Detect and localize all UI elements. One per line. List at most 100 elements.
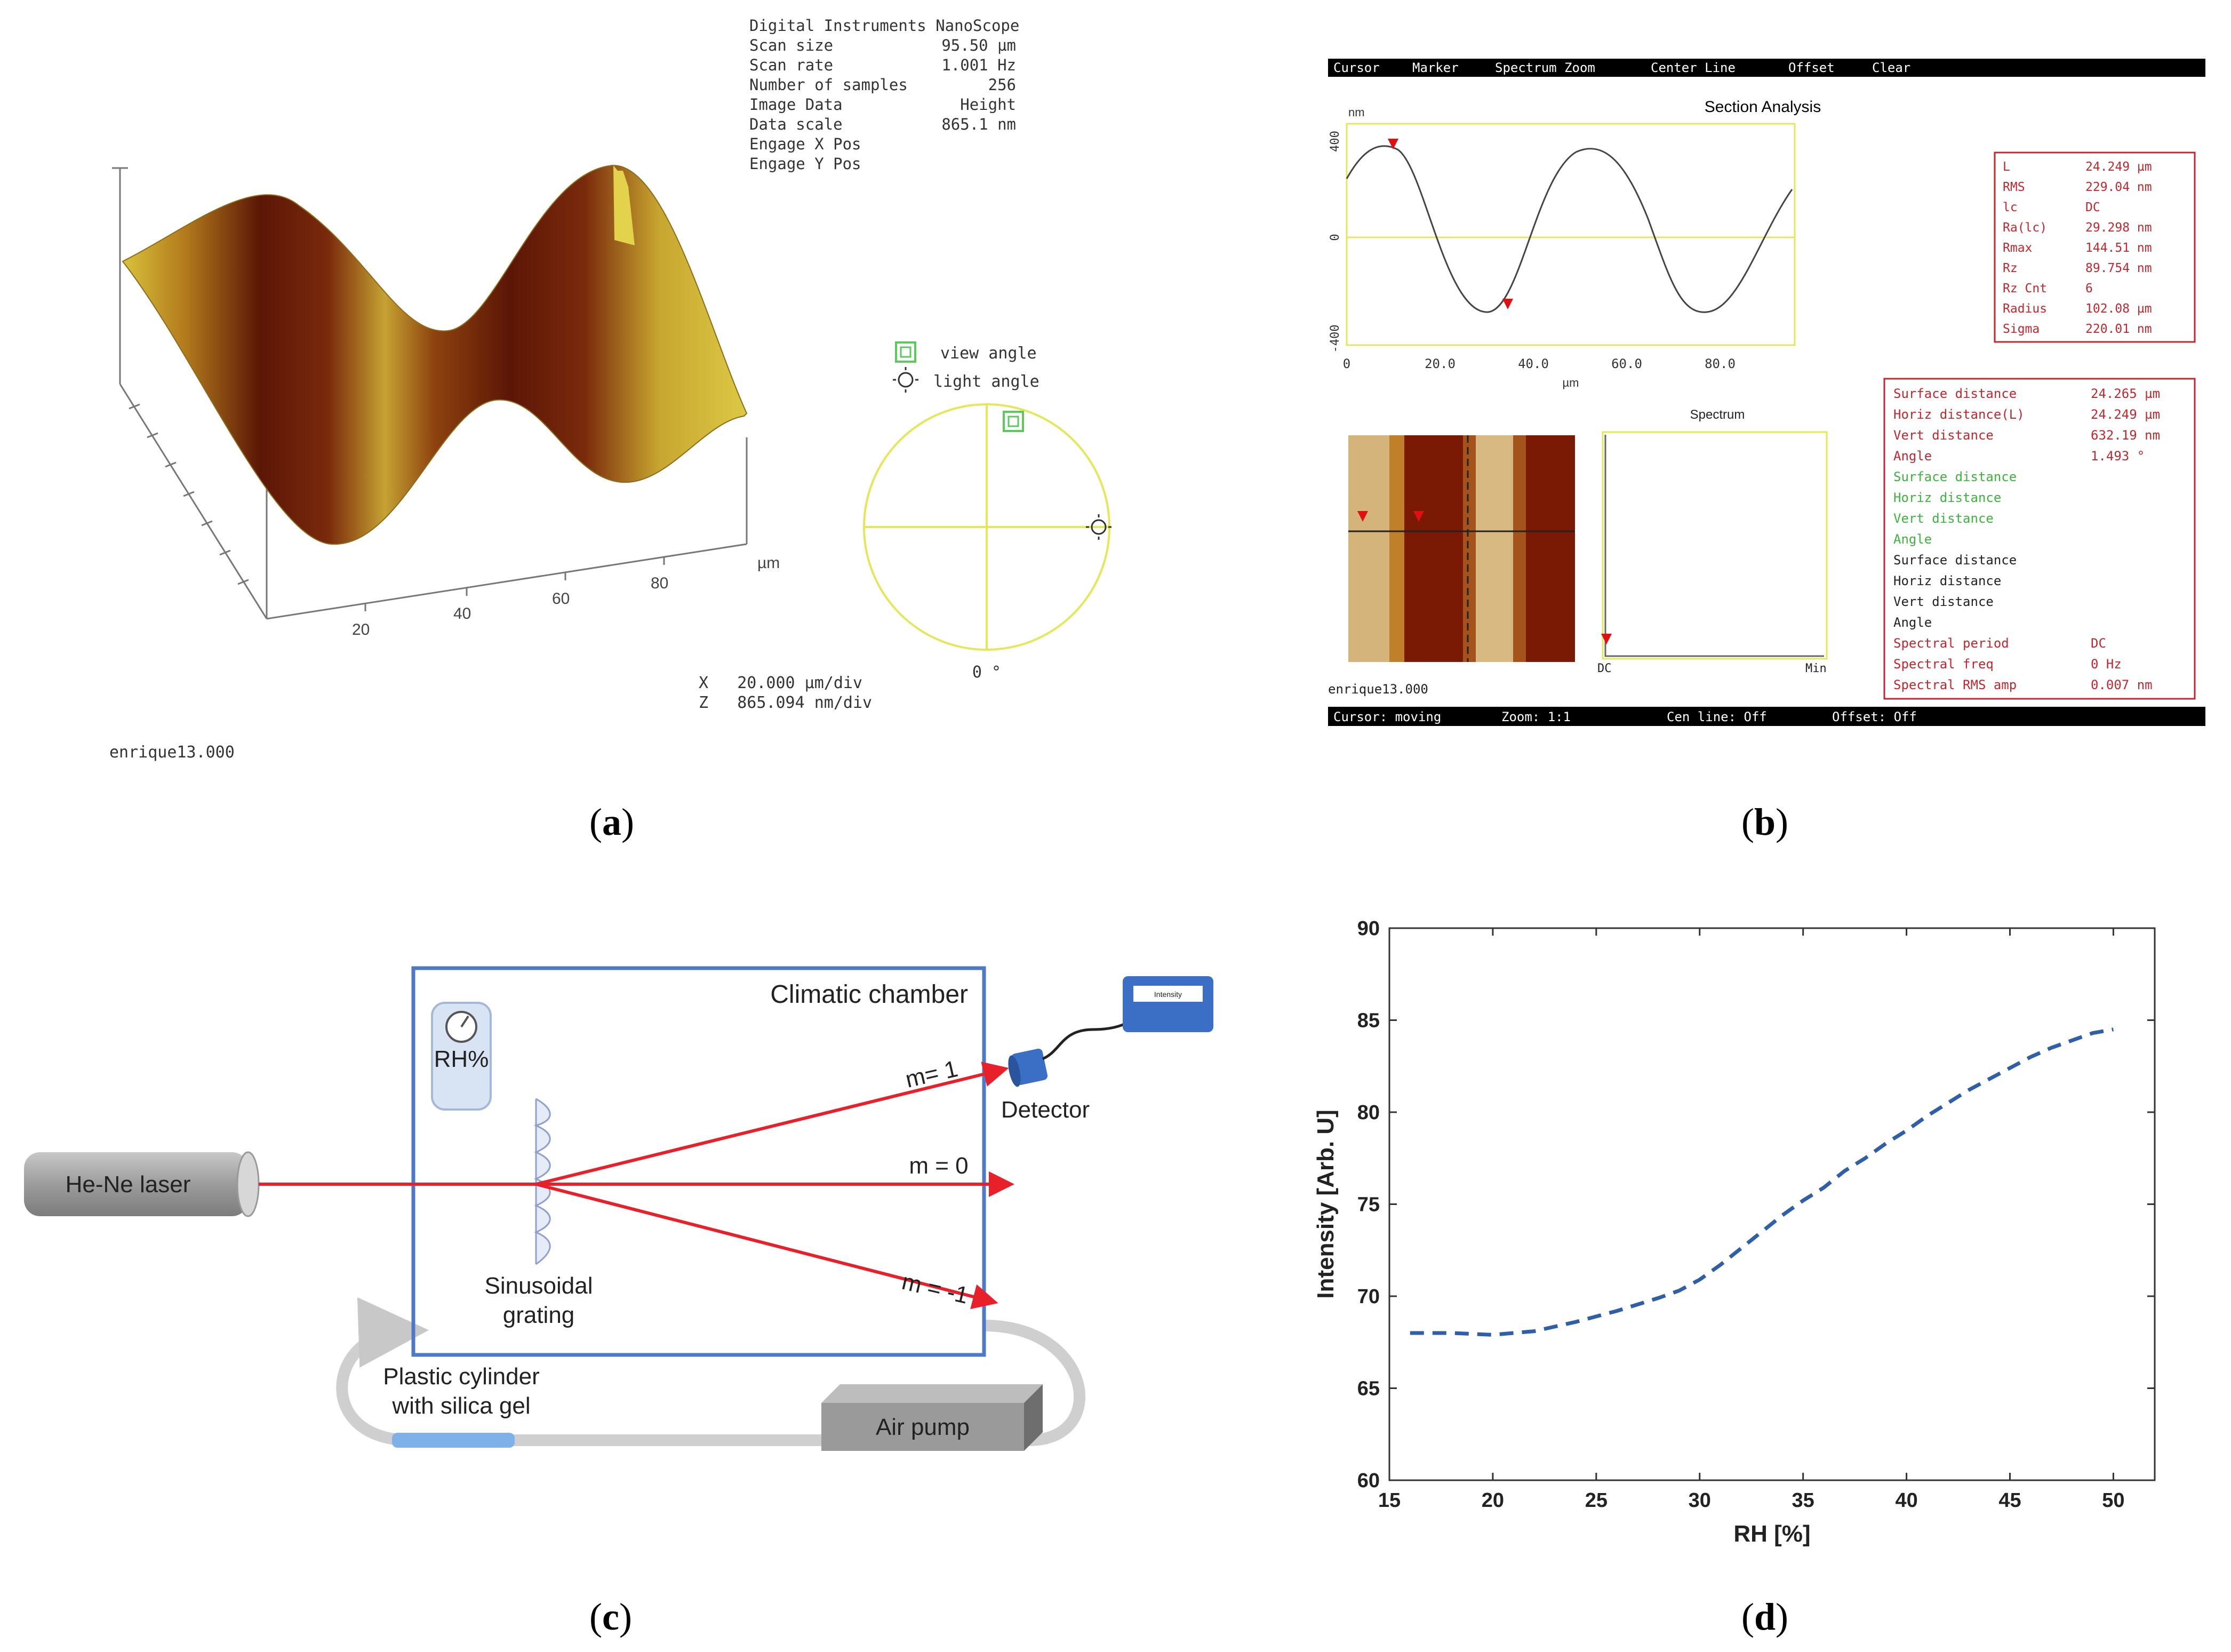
cursor-marker-2[interactable] [1502,299,1513,309]
profile-curve [1346,145,1793,313]
stat-value: 6 [2085,282,2093,296]
meta-value: 1.001 Hz [941,56,1016,74]
air-tube-right [983,1320,1086,1446]
profile-y-unit: nm [1348,106,1365,119]
y-tick-label: 75 [1357,1194,1380,1216]
meta-label: Data scale [749,115,843,133]
rh-label: RH% [434,1046,489,1072]
section-analysis-title: Section Analysis [1705,98,1821,116]
status-bar [1328,707,2205,726]
stat-label: L [2003,160,2010,174]
status-items: Cursor: moving Zoom: 1:1 Cen line: Off O… [1333,709,1917,724]
x-tick-label: 15 [1378,1489,1401,1512]
y-tick-label: 90 [1357,917,1380,940]
stat-label: lc [2003,201,2018,214]
plot-area-frame [1388,927,2156,1481]
stat-label: Rmax [2003,241,2032,255]
climatic-chamber [411,966,986,1357]
status-cursor: Cursor: moving [1333,709,1441,724]
image-marker-2[interactable] [1413,511,1424,522]
meta-label: Scan rate [749,56,833,74]
y-tick-label: 85 [1357,1010,1380,1032]
meas-label: Angle [1893,615,1932,630]
menu-item-cursor[interactable]: Cursor [1333,60,1380,75]
meas-label: Vert distance [1893,594,1994,609]
surface-box-axes [112,167,748,620]
silica-gel-cylinder [392,1433,515,1448]
menu-item-clear[interactable]: Clear [1872,60,1910,75]
menu-item-marker[interactable]: Marker [1412,60,1459,75]
meas-value: 0 Hz [2091,657,2122,672]
measurements: Surface distance 24.265 µm Horiz distanc… [1893,386,2160,692]
scale-x: X 20.000 µm/div [699,674,862,692]
x-tick-label: 50 [2102,1489,2124,1512]
x-axis-unit: µm [757,554,780,572]
air-pump-icon [821,1384,1043,1451]
beam-order-plus1 [535,1062,1009,1186]
meta-value: 256 [988,76,1016,94]
spectrum-title: Spectrum [1690,408,1745,422]
stat-value: 89.754 nm [2085,261,2152,275]
menu-item-offset[interactable]: Offset [1788,60,1835,75]
air-tube-left [336,1297,832,1446]
meas-label: Horiz distance [1893,490,2001,505]
meta-label: Number of samples [749,76,908,94]
panel-label-d: (d) [1741,1595,1789,1638]
spectrum-marker[interactable] [1601,634,1612,644]
light-angle-label: light angle [933,372,1039,391]
order-label-minus1: m = -1 [899,1268,971,1309]
x-axis-title: RH [%] [1733,1521,1810,1547]
x-axis-tick-labels: 20 40 60 80 µm [352,554,780,639]
stat-label: Rz Cnt [2003,282,2047,296]
pump-label: Air pump [876,1414,970,1440]
cursor-marker-1[interactable] [1388,139,1398,149]
meas-label: Angle [1893,532,1932,547]
y-axis-title: Intensity [Arb. U] [1313,1110,1339,1298]
order-label-0: m = 0 [909,1153,968,1179]
x-tick-label: 40 [453,605,471,623]
menu-item-center-line[interactable]: Center Line [1651,60,1736,75]
menu-item-spectrum-zoom[interactable]: Spectrum Zoom [1495,60,1595,75]
detector-icon [1008,1017,1137,1087]
display-label: Intensity [1154,990,1182,999]
laser-label: He-Ne laser [66,1171,191,1198]
stat-label: Rz [2003,261,2018,275]
angle-legend: view angle light angle [893,341,1039,393]
y-tick-label: 80 [1357,1102,1380,1124]
stat-value: 24.249 µm [2085,160,2152,174]
panel-label-c: (c) [589,1595,632,1638]
surface-spike [613,165,635,245]
stat-label: RMS [2003,180,2025,194]
stat-value: 102.08 µm [2085,302,2152,316]
angle-circle [863,403,1110,651]
spectrum-curve [1604,435,1824,657]
grating-label-line2: grating [503,1302,575,1328]
status-offset: Offset: Off [1832,709,1917,724]
status-cen-line: Cen line: Off [1667,709,1767,724]
meas-value: 1.493 ° [2091,449,2145,464]
meas-value: 0.007 nm [2091,677,2153,692]
image-marker-1[interactable] [1357,511,1368,522]
meta-value: 865.1 nm [941,115,1016,133]
x-tick-label: 35 [1792,1489,1814,1512]
profile-y-ticks: 400 0 -400 [1329,131,1342,353]
status-zoom: Zoom: 1:1 [1501,709,1571,724]
measurement-box [1883,378,2196,700]
afm-metadata: Digital Instruments NanoScope Scan size … [749,17,1019,173]
meas-label: Vert distance [1893,511,1994,526]
view-angle-marker [1003,411,1024,432]
stat-label: Radius [2003,302,2047,316]
y-tick-label: 0 [1329,234,1342,241]
detector-label: Detector [1001,1097,1090,1123]
y-tick-label: 70 [1357,1286,1380,1308]
stat-value: 144.51 nm [2085,241,2152,255]
y-tick-label: -400 [1329,325,1342,353]
x-tick-label: 80 [651,574,668,592]
x-tick-label: 45 [1998,1489,2021,1512]
angle-value: 0 ° [972,663,1001,682]
meas-label: Horiz distance [1893,573,2001,588]
y-tick-label: 65 [1357,1378,1380,1400]
meta-label: Image Data [749,95,843,114]
roughness-stats-box [1994,151,2196,343]
x-tick-label: 20 [1482,1489,1504,1512]
